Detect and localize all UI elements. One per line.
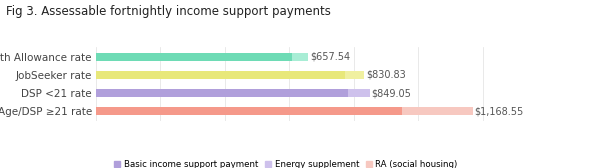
- Bar: [96, 71, 345, 79]
- Legend: Basic income support payment, Energy supplement, RA (social housing): Basic income support payment, Energy sup…: [111, 156, 461, 168]
- Bar: [345, 71, 364, 79]
- Bar: [292, 53, 308, 61]
- Bar: [96, 89, 349, 97]
- Text: $830.83: $830.83: [366, 70, 406, 80]
- Bar: [96, 53, 292, 61]
- Bar: [402, 107, 473, 115]
- Text: Fig 3. Assessable fortnightly income support payments: Fig 3. Assessable fortnightly income sup…: [6, 5, 331, 18]
- Text: $849.05: $849.05: [371, 88, 412, 98]
- Bar: [385, 107, 402, 115]
- Bar: [349, 89, 370, 97]
- Bar: [96, 107, 385, 115]
- Text: $657.54: $657.54: [310, 52, 350, 62]
- Text: $1,168.55: $1,168.55: [475, 106, 524, 116]
